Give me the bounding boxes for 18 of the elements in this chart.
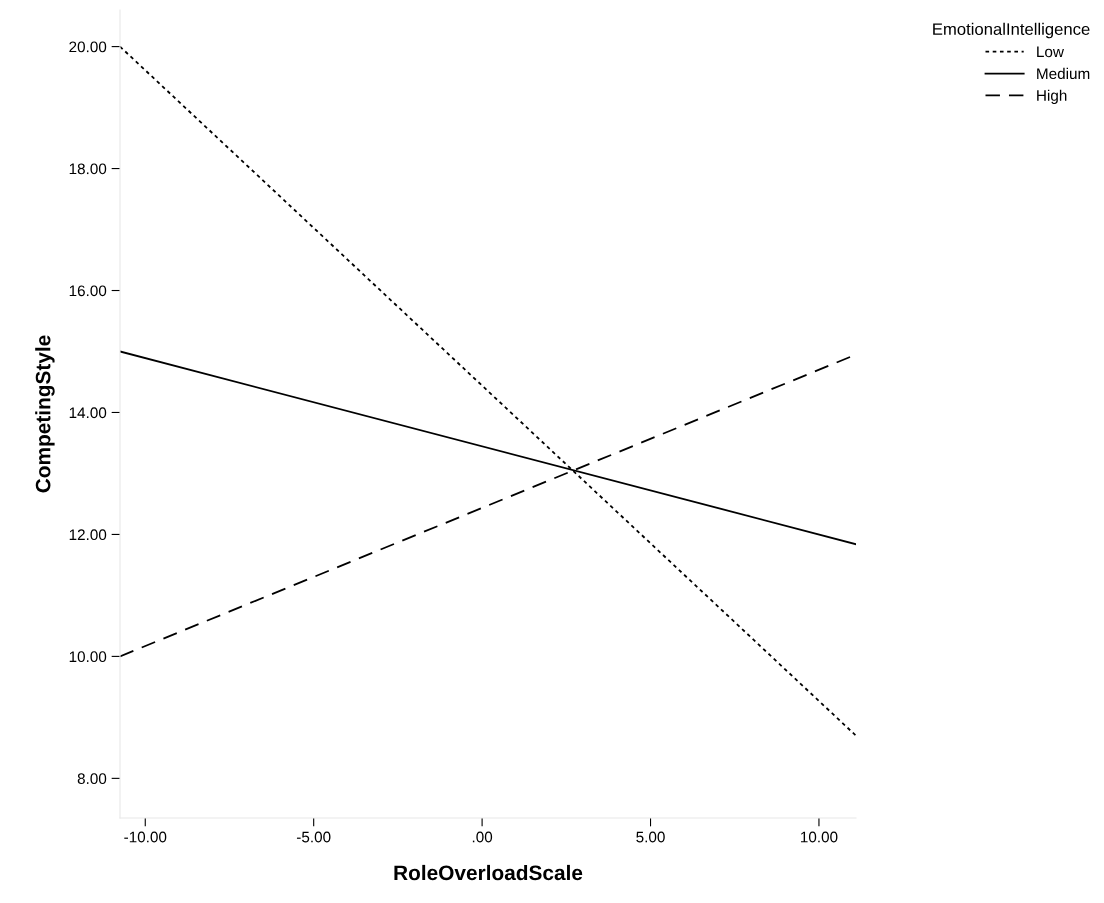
legend-label: Medium bbox=[1037, 67, 1090, 80]
x-tick-label: 5.00 bbox=[636, 831, 665, 843]
legend-label: Low bbox=[1037, 46, 1064, 58]
y-tick-label: 10.00 bbox=[69, 651, 107, 663]
x-axis-title: RoleOverloadScale bbox=[394, 864, 583, 881]
y-tick-label: 12.00 bbox=[69, 529, 107, 541]
y-tick-label: 8.00 bbox=[77, 773, 107, 785]
x-tick-label: -10.00 bbox=[124, 831, 167, 843]
y-tick-label: 16.00 bbox=[69, 285, 107, 297]
x-tick-label: .00 bbox=[472, 831, 493, 843]
y-tick-label: 20.00 bbox=[69, 41, 107, 53]
y-axis-title: CompetingStyle bbox=[35, 335, 55, 493]
x-tick-label: -5.00 bbox=[296, 831, 331, 843]
legend-label: High bbox=[1037, 89, 1067, 104]
x-tick-label: 10.00 bbox=[801, 831, 838, 843]
y-tick-label: 14.00 bbox=[69, 407, 107, 419]
legend-title: EmotionalIntelligence bbox=[933, 22, 1090, 39]
y-tick-label: 18.00 bbox=[69, 163, 107, 175]
